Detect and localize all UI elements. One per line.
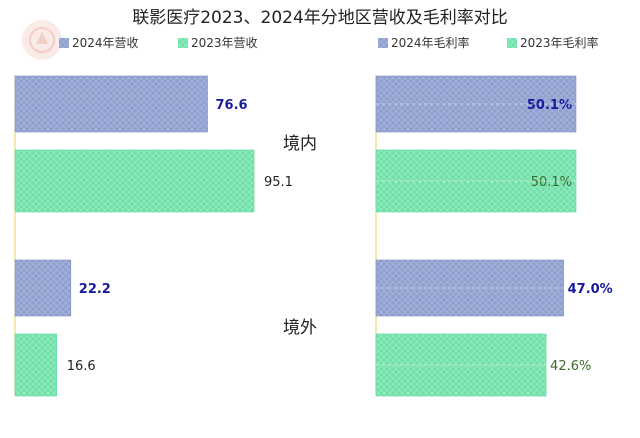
revenue-bar-2024-overseas	[14, 259, 72, 317]
margin-bar-2024-overseas	[375, 259, 564, 317]
legend-swatch-2024-margin	[378, 38, 388, 48]
legend-swatch-2023-margin	[507, 38, 517, 48]
legend-swatch-2024-revenue	[59, 38, 69, 48]
revenue-value-label-2023-overseas: 16.6	[67, 359, 96, 374]
margin-bar-2023-domestic	[375, 149, 577, 213]
revenue-bar-2023-overseas	[14, 333, 58, 397]
legend-swatch-2023-revenue	[178, 38, 188, 48]
revenue-value-label-2023-domestic: 95.1	[264, 175, 293, 190]
margin-bars: 50.1% 47.0% 50.1% 42.6%	[375, 75, 613, 397]
revenue-value-label-2024-overseas: 22.2	[79, 282, 111, 297]
legend-label-2023-margin: 2023年毛利率	[520, 35, 599, 50]
legend-label-2024-revenue: 2024年营收	[72, 36, 139, 50]
margin-value-label-2023-domestic: 50.1%	[531, 175, 572, 190]
margin-value-label-2023-overseas: 42.6%	[550, 359, 591, 374]
legend-left: 2024年营收 2023年营收	[59, 36, 258, 50]
category-label-domestic: 境内	[283, 134, 317, 154]
category-label-overseas: 境外	[283, 318, 317, 338]
legend-label-2023-revenue: 2023年营收	[191, 36, 258, 50]
watermark-logo-icon	[22, 20, 62, 60]
chart-title: 联影医疗2023、2024年分地区营收及毛利率对比	[132, 8, 508, 28]
legend-right: 2024年毛利率 2023年毛利率	[378, 35, 599, 50]
margin-value-label-2024-overseas: 47.0%	[568, 282, 613, 297]
margin-value-label-2024-domestic: 50.1%	[527, 98, 572, 113]
revenue-bar-2024-domestic	[14, 75, 208, 133]
margin-bar-2024-domestic	[375, 75, 577, 133]
revenue-bars: 76.6 22.2 95.1 16.6	[14, 75, 293, 397]
revenue-value-label-2024-domestic: 76.6	[216, 98, 248, 113]
legend-label-2024-margin: 2024年毛利率	[391, 35, 470, 50]
revenue-bar-2023-domestic	[14, 149, 255, 213]
